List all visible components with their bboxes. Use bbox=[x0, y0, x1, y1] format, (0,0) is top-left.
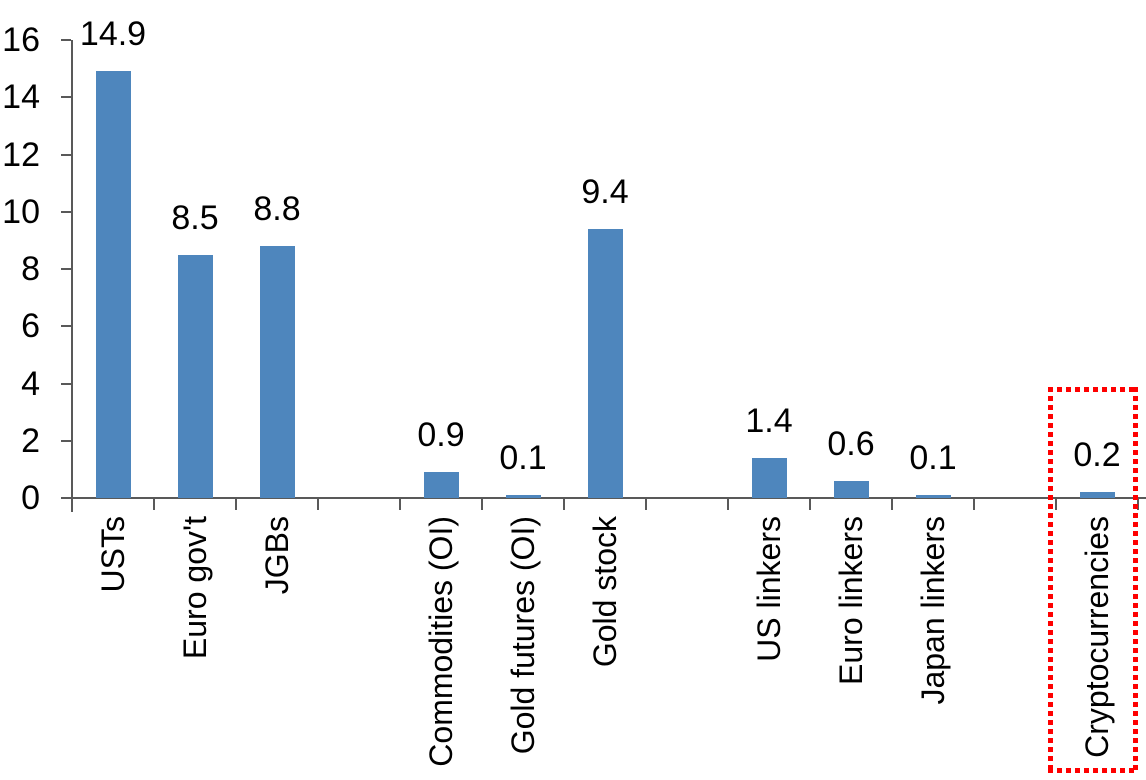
y-axis-tick-label: 12 bbox=[2, 135, 40, 174]
y-axis-tick-label: 14 bbox=[2, 78, 40, 117]
category-label-jgbs: JGBs bbox=[259, 516, 295, 595]
bar-jgbs bbox=[259, 246, 295, 498]
bar-usts bbox=[95, 71, 131, 498]
x-axis-tick bbox=[891, 498, 893, 510]
bar-japan-linkers bbox=[915, 495, 951, 498]
y-axis-tick bbox=[61, 96, 71, 99]
x-axis-tick bbox=[153, 498, 155, 510]
y-axis-tick-label: 6 bbox=[21, 307, 40, 346]
bar-value-label-gold-futures-oi: 0.1 bbox=[499, 439, 547, 478]
x-axis-tick bbox=[973, 498, 975, 510]
bar-value-label-cryptocurrencies: 0.2 bbox=[1073, 436, 1121, 475]
y-axis-tick bbox=[61, 39, 71, 41]
x-axis-tick bbox=[1137, 498, 1139, 510]
x-axis-tick bbox=[481, 498, 483, 510]
category-label-usts: USTs bbox=[95, 516, 131, 593]
bar-cryptocurrencies bbox=[1079, 492, 1115, 498]
bar-us-linkers bbox=[751, 457, 787, 498]
y-axis-tick bbox=[61, 210, 71, 213]
x-axis-tick bbox=[317, 498, 319, 510]
highlight-box bbox=[1048, 387, 1138, 773]
x-axis-tick bbox=[809, 498, 811, 510]
y-axis-tick-label: 8 bbox=[21, 250, 40, 288]
y-axis-tick-label: 0 bbox=[21, 479, 40, 517]
category-label-us-linkers: US linkers bbox=[751, 516, 787, 662]
y-axis-tick-label: 2 bbox=[21, 421, 40, 460]
bar-euro-linkers bbox=[833, 480, 869, 498]
category-label-cryptocurrencies: Cryptocurrencies bbox=[1079, 516, 1115, 758]
category-label-gold-futures-oi: Gold futures (OI) bbox=[505, 516, 541, 755]
bar-value-label-euro-gov-t: 8.5 bbox=[171, 198, 219, 237]
x-axis-tick bbox=[727, 498, 729, 510]
y-axis-tick bbox=[61, 439, 71, 442]
y-axis-line bbox=[71, 40, 73, 512]
category-label-japan-linkers: Japan linkers bbox=[915, 516, 951, 705]
category-label-euro-gov-t: Euro gov't bbox=[177, 516, 213, 660]
x-axis-tick bbox=[399, 498, 401, 510]
category-label-gold-stock: Gold stock bbox=[587, 516, 623, 668]
y-axis-tick-label: 4 bbox=[21, 364, 40, 403]
x-axis-tick bbox=[563, 498, 565, 510]
y-axis-tick bbox=[61, 497, 71, 499]
category-label-euro-linkers: Euro linkers bbox=[833, 516, 869, 685]
bar-value-label-japan-linkers: 0.1 bbox=[909, 439, 957, 478]
x-axis-tick bbox=[71, 498, 73, 510]
y-axis-tick bbox=[61, 153, 71, 156]
bar-value-label-jgbs: 8.8 bbox=[253, 190, 301, 229]
y-axis-tick bbox=[61, 325, 71, 328]
bar-value-label-commodities-oi: 0.9 bbox=[417, 416, 465, 455]
x-axis-line bbox=[71, 497, 1146, 499]
y-axis-tick-label: 16 bbox=[2, 21, 40, 59]
y-axis-tick bbox=[61, 382, 71, 385]
bar-euro-gov-t bbox=[177, 254, 213, 498]
bar-value-label-us-linkers: 1.4 bbox=[745, 401, 793, 440]
bar-value-label-gold-stock: 9.4 bbox=[581, 172, 629, 211]
bar-value-label-usts: 14.9 bbox=[79, 15, 147, 54]
x-axis-tick bbox=[235, 498, 237, 510]
y-axis-tick bbox=[61, 268, 71, 270]
bar-gold-stock bbox=[587, 228, 623, 498]
y-axis-tick-label: 10 bbox=[2, 192, 40, 231]
category-label-commodities-oi: Commodities (OI) bbox=[423, 516, 459, 767]
bar-gold-futures-oi bbox=[505, 495, 541, 498]
x-axis-tick bbox=[645, 498, 647, 510]
bar-value-label-euro-linkers: 0.6 bbox=[827, 424, 875, 463]
bar-commodities-oi bbox=[423, 472, 459, 498]
